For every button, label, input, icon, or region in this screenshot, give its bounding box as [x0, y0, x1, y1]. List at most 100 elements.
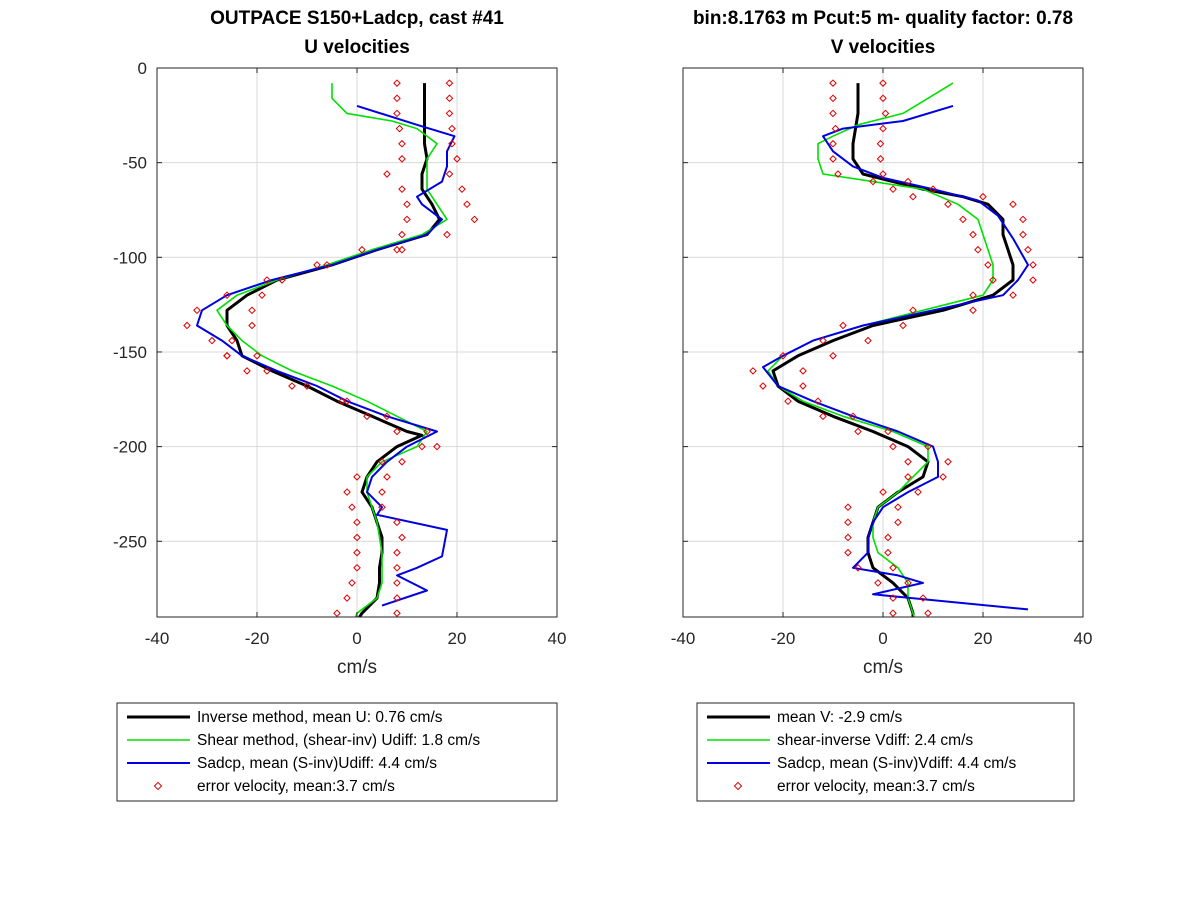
- u-error-marker: [353, 548, 361, 557]
- v-error-marker: [829, 109, 837, 118]
- u-error-marker: [258, 291, 266, 299]
- v-error-marker: [969, 291, 977, 299]
- left-x-axis-label: cm/s: [337, 657, 377, 678]
- v-error-marker: [814, 397, 822, 406]
- u-legend-shear-label: Shear method, (shear-inv) Udiff: 1.8 cm/…: [197, 732, 480, 749]
- v-error-marker: [959, 215, 967, 224]
- u-error-marker: [433, 442, 441, 451]
- v-error-marker: [974, 245, 982, 254]
- v-error-marker: [849, 412, 857, 421]
- u-error-marker: [303, 382, 311, 390]
- v-error-marker: [876, 139, 885, 148]
- v-error-marker: [924, 609, 932, 617]
- u-x-tick-label: -20: [245, 629, 270, 648]
- u-error-marker: [263, 276, 271, 284]
- v-error-marker: [799, 382, 807, 390]
- u-error-marker: [383, 473, 391, 481]
- v-error-marker: [979, 192, 987, 201]
- u-error-marker: [398, 230, 406, 239]
- u-error-marker: [353, 533, 361, 542]
- u-velocity-legend: Inverse method, mean U: 0.76 cm/s Shear …: [116, 702, 558, 802]
- u-shear-line: [216, 83, 448, 617]
- u-error-marker: [393, 94, 401, 103]
- v-error-marker: [749, 367, 757, 375]
- u-error-marker: [393, 548, 401, 557]
- v-legend-shear-label: shear-inverse Vdiff: 2.4 cm/s: [777, 732, 973, 749]
- v-error-marker: [874, 579, 882, 587]
- v-error-marker: [984, 261, 992, 269]
- u-error-marker: [445, 94, 454, 103]
- u-error-marker: [448, 139, 456, 148]
- u-legend-sadcp-label: Sadcp, mean (S-inv)Udiff: 4.4 cm/s: [197, 755, 437, 772]
- u-error-marker: [183, 321, 191, 330]
- u-error-marker: [228, 336, 236, 345]
- u-error-marker: [253, 351, 261, 360]
- u-error-marker: [398, 139, 406, 148]
- v-error-marker: [829, 79, 837, 87]
- v-error-marker: [829, 155, 837, 163]
- u-legend-box: [116, 702, 558, 802]
- u-error-marker: [193, 306, 201, 315]
- v-error-marker: [969, 306, 977, 315]
- v-error-marker: [904, 457, 912, 466]
- left-figure-title: OUTPACE S150+Ladcp, cast #41: [210, 8, 504, 29]
- v-velocity-plot: -40 -20 0 20 40: [671, 67, 1092, 648]
- u-error-marker: [378, 503, 386, 512]
- v-error-marker: [759, 382, 767, 390]
- v-error-marker: [884, 548, 892, 557]
- v-error-marker: [839, 321, 847, 330]
- v-x-tick-label: -40: [671, 629, 696, 648]
- u-error-marker: [403, 215, 411, 224]
- u-error-marker: [398, 155, 406, 163]
- v-sadcp-line: [762, 104, 1029, 611]
- u-error-marker: [443, 230, 451, 239]
- v-error-marker: [1024, 245, 1032, 254]
- u-error-marker: [445, 170, 454, 178]
- v-legend-sadcp-label: Sadcp, mean (S-inv)Vdiff: 4.4 cm/s: [777, 755, 1016, 772]
- left-axes-title: U velocities: [304, 37, 410, 58]
- u-error-marker: [288, 382, 296, 390]
- v-error-marker: [944, 200, 952, 209]
- v-error-marker: [879, 94, 887, 103]
- u-error-marker: [398, 185, 406, 193]
- u-error-marker: [445, 109, 454, 118]
- v-error-marker: [894, 503, 902, 512]
- v-x-tick-label: -20: [771, 629, 796, 648]
- u-error-marker: [393, 609, 401, 617]
- v-error-marker: [914, 488, 922, 496]
- v-error-marker: [924, 442, 932, 451]
- u-error-marker: [248, 321, 256, 330]
- u-x-tick-label: 20: [448, 629, 467, 648]
- u-error-marker: [393, 594, 401, 602]
- u-error-marker: [338, 397, 346, 406]
- u-error-marker: [393, 518, 401, 527]
- u-error-marker: [393, 563, 401, 572]
- v-error-marker: [889, 563, 897, 572]
- u-error-marker: [395, 124, 404, 133]
- u-error-marker: [393, 579, 401, 587]
- u-error-marker: [445, 79, 454, 87]
- u-error-marker: [343, 594, 351, 602]
- u-error-marker: [383, 170, 391, 178]
- u-error-marker: [278, 276, 286, 284]
- v-error-marker: [879, 124, 887, 133]
- v-error-marker: [829, 351, 837, 360]
- u-error-marker: [223, 351, 231, 360]
- v-error-marker: [1019, 215, 1027, 224]
- v-error-marker: [1009, 200, 1017, 209]
- v-error-marker: [779, 351, 787, 360]
- u-y-tick-label: -250: [113, 532, 147, 551]
- v-error-marker: [889, 185, 897, 193]
- u-error-marker: [208, 336, 216, 345]
- u-legend-error-swatch: [153, 781, 163, 791]
- u-error-marker: [383, 412, 391, 421]
- u-error-marker: [378, 457, 386, 466]
- right-axes-title: V velocities: [831, 37, 936, 58]
- u-error-marker: [353, 473, 361, 481]
- v-error-marker: [884, 427, 892, 436]
- v-error-marker: [879, 170, 887, 178]
- v-error-marker: [939, 473, 947, 481]
- v-error-marker: [904, 177, 912, 186]
- v-error-marker: [894, 518, 902, 527]
